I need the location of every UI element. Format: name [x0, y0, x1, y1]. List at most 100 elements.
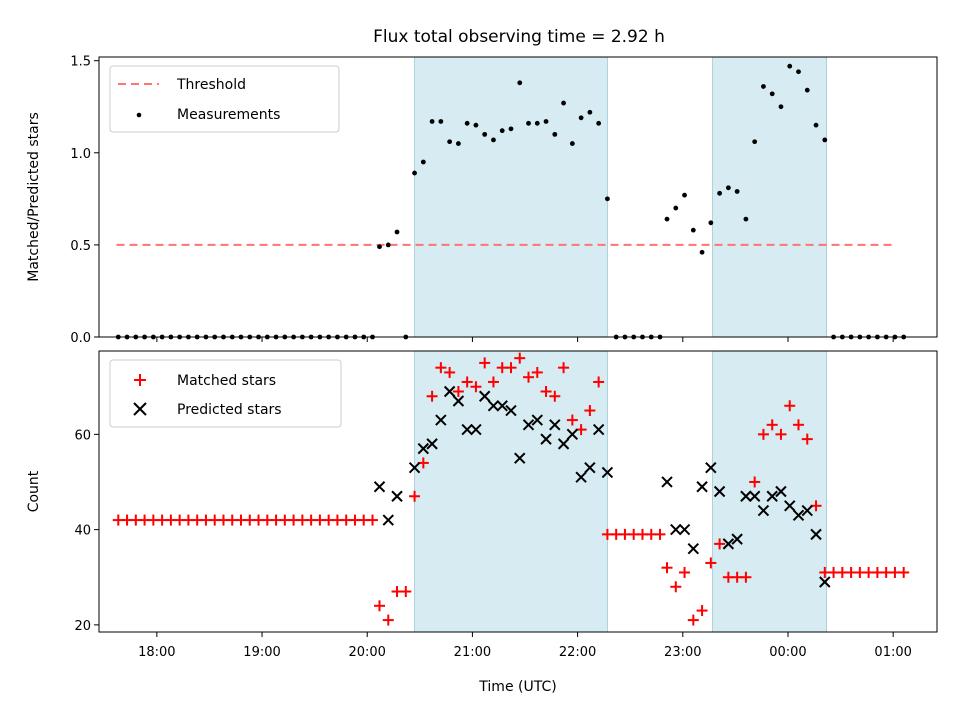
legend-measurements-label: Measurements — [177, 107, 280, 123]
predicted-star-point — [775, 485, 787, 498]
top-panel-frame — [98, 56, 938, 338]
top-y-axis-label: Matched/Predicted stars — [26, 112, 42, 282]
predicted-star-point — [391, 490, 403, 502]
measurement-point — [673, 205, 679, 211]
y-tick-label: 20 — [74, 619, 91, 634]
x-axis-label: Time (UTC) — [478, 679, 556, 695]
matched-star-point — [793, 419, 805, 431]
predicted-star-point — [792, 509, 805, 522]
measurement-point — [569, 141, 575, 146]
predicted-star-point — [801, 504, 813, 517]
predicted-star-point — [478, 390, 491, 402]
predicted-star-point — [522, 419, 535, 431]
measurement-point — [517, 80, 523, 86]
matched-star-point — [514, 352, 526, 364]
matched-star-point — [714, 538, 726, 550]
matched-star-point — [584, 405, 596, 417]
x-b — [670, 523, 682, 536]
x-b — [496, 400, 508, 412]
measurement-point — [455, 141, 461, 146]
measurement-point — [482, 131, 488, 137]
measurement-point — [761, 84, 766, 89]
x-b — [687, 542, 700, 555]
x-b — [382, 514, 394, 526]
measurement-point — [708, 220, 714, 226]
count-points — [112, 352, 910, 626]
matched-star-point — [382, 614, 394, 626]
measurement-point — [813, 122, 819, 128]
matched-star-point — [661, 562, 673, 574]
matched-star-point — [566, 414, 578, 426]
measurement-point — [552, 131, 558, 137]
measurement-point — [429, 119, 435, 124]
x-b — [713, 485, 726, 498]
predicted-star-point — [470, 423, 482, 436]
observing-window-2 — [712, 56, 827, 338]
matched-star-point — [523, 371, 535, 383]
measurement-point — [412, 170, 417, 176]
matched-star-point — [549, 390, 561, 402]
measurement-point — [769, 91, 775, 97]
matched-star-point — [679, 566, 691, 578]
measurement-point — [778, 104, 784, 110]
bottom-panel-frame — [98, 350, 938, 633]
predicted-star-point — [757, 504, 770, 517]
x-b — [470, 423, 482, 436]
x-b — [766, 490, 778, 502]
y-tick-label: 0.0 — [70, 331, 91, 346]
x-b — [391, 490, 403, 502]
predicted-star-point — [766, 490, 778, 502]
matched-star-point — [558, 362, 570, 374]
measurement-point — [377, 244, 382, 250]
legend-predicted-swatch — [133, 402, 147, 416]
y-tick-label: 1.5 — [70, 55, 91, 70]
top-y-ticks: 0.0 0.5 1.0 1.5 — [70, 55, 99, 346]
matched-star-point — [775, 428, 787, 440]
top-legend: Threshold Measurements — [109, 65, 340, 133]
measurement-point — [561, 100, 566, 106]
matched-star-point — [426, 390, 438, 402]
measurement-point — [526, 120, 531, 126]
top-legend-box — [109, 65, 340, 133]
matched-star-point — [593, 376, 605, 388]
legend-measurements-swatch — [136, 112, 142, 118]
measurement-point — [822, 137, 828, 143]
x-b — [478, 390, 491, 402]
measurement-point — [385, 242, 391, 248]
predicted-star-point — [505, 404, 517, 417]
predicted-star-point — [705, 461, 717, 474]
y-tick-label: 0.5 — [70, 239, 91, 254]
chart-title: Flux total observing time = 2.92 h — [373, 27, 665, 47]
measurement-point — [578, 115, 584, 121]
x-b — [557, 438, 570, 450]
x-b — [549, 419, 561, 431]
measurement-point — [752, 139, 758, 145]
predicted-star-point — [819, 576, 831, 588]
x-b — [443, 385, 456, 398]
matched-star-point — [461, 376, 473, 388]
predicted-star-point — [452, 395, 465, 407]
matched-star-point — [435, 362, 447, 374]
x-b — [801, 504, 813, 517]
predicted-star-point — [426, 438, 438, 450]
x-b — [819, 576, 831, 588]
y-tick-label: 40 — [74, 524, 91, 539]
measurement-point — [534, 120, 540, 126]
matched-star-point — [696, 605, 708, 617]
matched-star-point — [687, 614, 699, 626]
measurement-point — [605, 196, 610, 202]
legend-threshold-label: Threshold — [176, 77, 246, 93]
matched-star-point — [766, 419, 778, 431]
predicted-star-point — [549, 419, 561, 431]
matched-star-point — [784, 400, 796, 412]
y-tick-label: 1.0 — [70, 147, 91, 162]
predicted-star-point — [514, 452, 526, 464]
legend-predicted-label: Predicted stars — [177, 402, 282, 418]
x-b — [514, 452, 526, 464]
measurement-point — [420, 159, 426, 165]
x-b — [584, 461, 596, 474]
measurement-point — [447, 139, 453, 145]
x-tick-label: 23:00 — [664, 645, 701, 660]
predicted-star-point — [540, 433, 552, 445]
predicted-star-point — [740, 490, 752, 502]
